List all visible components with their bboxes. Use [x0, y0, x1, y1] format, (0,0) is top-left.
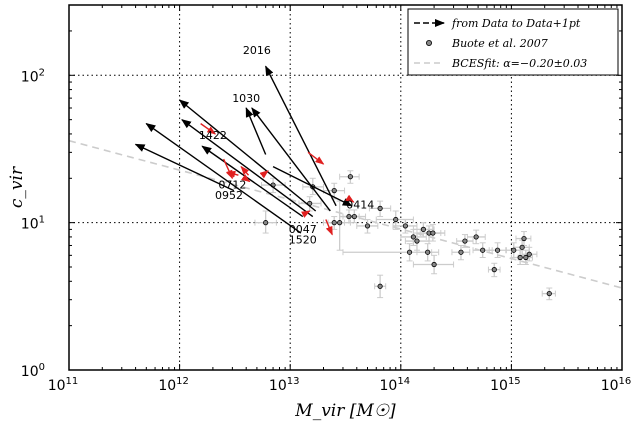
data-point: [414, 238, 420, 244]
data-point: [364, 223, 371, 229]
x-tick-label: 1011: [48, 376, 79, 394]
plot-frame: [68, 4, 623, 371]
data-point: [519, 244, 525, 250]
fit-line: [68, 139, 623, 289]
data-point: [521, 235, 527, 242]
data-point: [430, 230, 436, 236]
legend-label: BCESfit: α=−0.20±0.03: [451, 57, 587, 70]
data-point: [263, 220, 269, 226]
group-label: 0047: [289, 223, 317, 236]
data-point: [546, 290, 552, 297]
legend: from Data to Data+1pt Buote et al. 2007 BC…: [407, 8, 619, 76]
data-point: [351, 213, 357, 220]
shift-arrow: [265, 65, 337, 207]
data-point: [517, 254, 523, 261]
data-point: [406, 249, 413, 255]
shift-arrow: [251, 107, 331, 212]
shift-arrow: [272, 166, 353, 207]
data-point: [402, 223, 408, 229]
bces-fit-line: [68, 139, 623, 289]
group-label: 0414: [346, 198, 374, 211]
data-point: [473, 234, 479, 240]
data-point: [431, 261, 437, 268]
shift-arrow: [145, 123, 302, 234]
data-point: [425, 249, 431, 255]
data-point: [393, 216, 399, 223]
x-tick-label: 1012: [158, 376, 189, 394]
data-point: [377, 205, 383, 211]
data-point: [346, 213, 352, 220]
shift-arrow: [178, 99, 317, 212]
data-point: [526, 251, 532, 257]
data-point: [458, 249, 464, 255]
data-point: [494, 247, 501, 253]
group-label: 2016: [243, 44, 271, 57]
group-label: 1520: [289, 234, 317, 247]
y-axis-label: c_vir: [7, 166, 27, 208]
x-tick-label: 1016: [601, 376, 632, 394]
red-shift-arrow: [300, 210, 311, 218]
x-axis-label: M_vir [M☉]: [294, 401, 396, 421]
red-shift-arrow: [226, 170, 239, 178]
red-shift-arrow: [240, 165, 250, 176]
red-shift-arrow: [241, 174, 251, 183]
data-point: [377, 283, 383, 289]
group-label: 0712: [218, 179, 246, 192]
data-point: [410, 234, 417, 240]
data-point: [331, 220, 337, 226]
x-tick-label: 1015: [490, 376, 521, 394]
data-point: [480, 247, 486, 253]
red-shift-arrow: [222, 158, 234, 180]
red-arrows: [200, 123, 355, 236]
black-arrows: [134, 65, 353, 234]
red-shift-arrow: [307, 151, 325, 165]
red-shift-arrow: [200, 123, 217, 135]
group-label: 1422: [199, 129, 227, 142]
data-point: [337, 220, 343, 226]
group-label: 0952: [215, 189, 243, 202]
shift-arrow: [201, 145, 304, 218]
legend-label: from Data to Data+1pt: [451, 17, 581, 30]
data-points: [263, 174, 552, 297]
shift-arrow: [134, 143, 235, 192]
data-point: [331, 188, 337, 194]
y-tick-label: 100: [21, 362, 45, 380]
data-point: [491, 267, 497, 273]
x-tick-label: 1013: [269, 376, 300, 394]
data-point: [420, 226, 426, 232]
y-tick-label: 101: [21, 215, 45, 233]
red-shift-arrow: [325, 219, 333, 236]
legend-point-swatch: [425, 40, 432, 47]
group-label: 1030: [232, 92, 260, 105]
x-tick-labels: 1011 1012 1013 1014 1015 1016: [48, 5, 632, 394]
red-shift-arrow: [259, 170, 269, 179]
red-shift-arrow: [345, 194, 355, 203]
shift-arrow: [245, 107, 267, 155]
data-point: [462, 238, 468, 244]
data-point: [511, 247, 517, 253]
data-point: [347, 174, 353, 180]
legend-label: Buote et al. 2007: [451, 37, 548, 50]
y-tick-label: 102: [21, 67, 45, 85]
data-point: [523, 254, 529, 261]
x-tick-label: 1014: [380, 376, 411, 394]
y-tick-labels: 100 101 102: [21, 4, 622, 380]
